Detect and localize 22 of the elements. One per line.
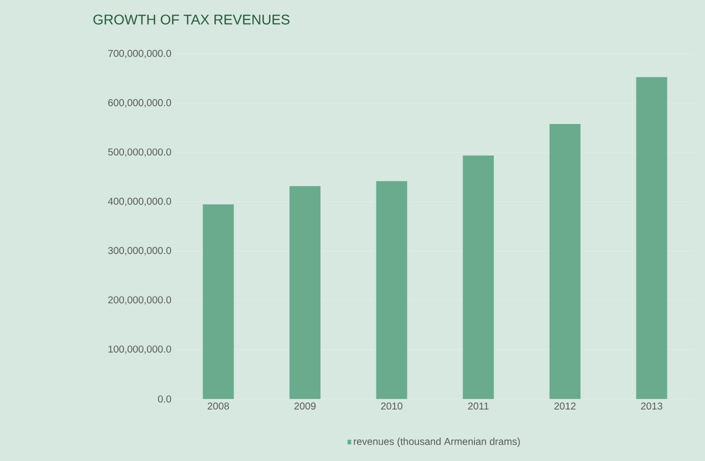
y-tick-label: 600,000,000.0 <box>108 99 172 108</box>
x-tick-label: 2012 <box>554 402 576 410</box>
x-tick-label: 2013 <box>641 402 662 410</box>
y-tick-label: 100,000,000.0 <box>108 346 172 354</box>
bar <box>550 124 580 399</box>
y-tick-label: 200,000,000.0 <box>108 296 172 305</box>
y-tick-label: 700,000,000.0 <box>108 50 172 58</box>
bar <box>462 156 494 399</box>
chart-title: GROWTH OF TAX REVENUES <box>93 14 290 25</box>
bar <box>376 181 408 399</box>
y-tick-label: 300,000,000.0 <box>108 247 172 256</box>
y-tick-label: 500,000,000.0 <box>108 148 172 157</box>
bar <box>636 77 668 399</box>
x-tick-label: 2011 <box>468 402 489 410</box>
x-tick-label: 2008 <box>208 402 229 410</box>
y-tick-label: 400,000,000.0 <box>108 198 172 206</box>
bar <box>202 204 234 399</box>
x-tick-label: 2009 <box>294 402 316 410</box>
x-tick-label: 2010 <box>381 402 402 410</box>
legend-label: revenues (thousand Armenian drams) <box>354 438 520 447</box>
y-tick-label: 0.0 <box>158 395 172 403</box>
bar <box>290 186 320 399</box>
